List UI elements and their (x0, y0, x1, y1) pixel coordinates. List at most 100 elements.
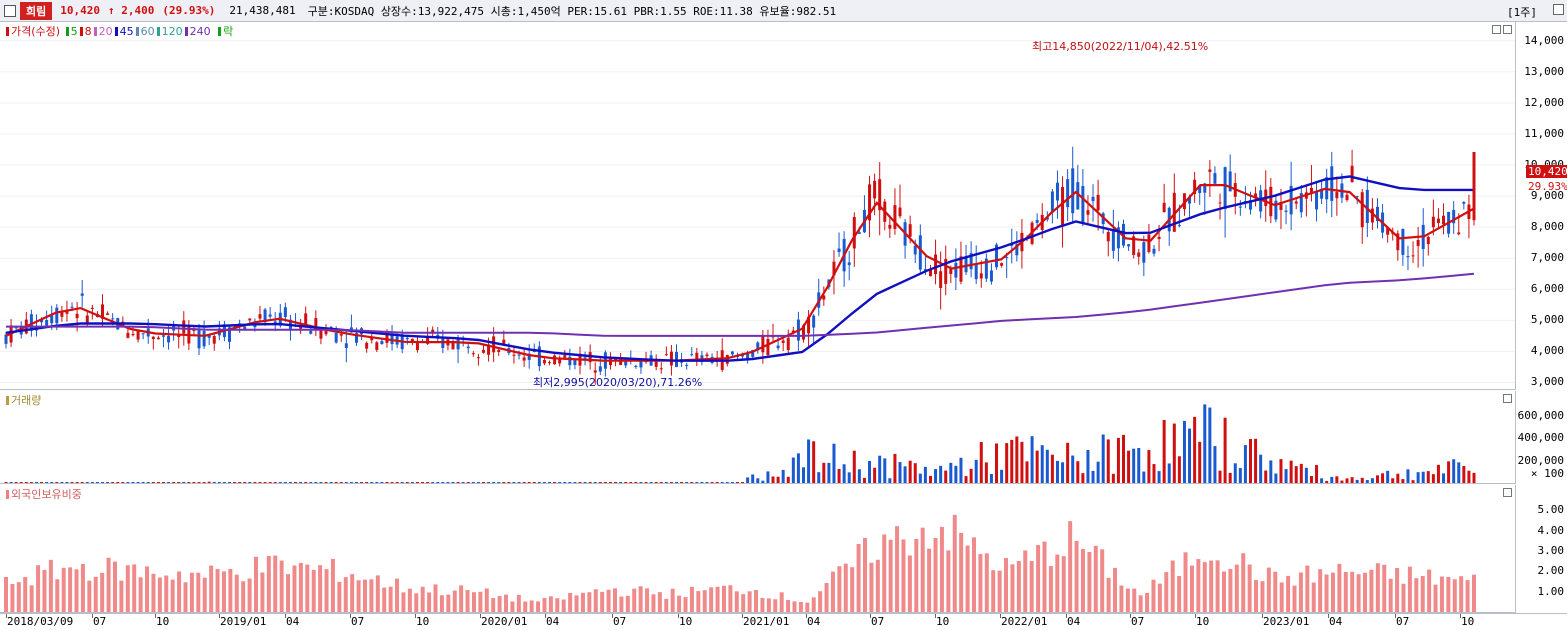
candle-body (431, 329, 435, 334)
candle-body (1330, 166, 1334, 201)
volume-bar (1309, 476, 1313, 483)
x-tick (1066, 614, 1067, 618)
volume-bar (603, 482, 607, 483)
foreign-bar (1087, 551, 1092, 612)
legend-ma-5: 5 (70, 25, 78, 38)
foreign-bar (786, 600, 791, 612)
candle-body (761, 335, 765, 353)
foreign-bar (875, 559, 880, 612)
x-tick-label: 04 (1067, 615, 1081, 628)
volume-bar (1406, 469, 1410, 483)
volume-bar (1320, 478, 1324, 483)
volume-bar (512, 482, 516, 483)
candle-body (852, 217, 856, 249)
x-tick (92, 614, 93, 618)
foreign-bar (1221, 571, 1226, 612)
candle-body (1137, 252, 1141, 257)
foreign-bar (1395, 567, 1400, 612)
foreign-bar (1305, 565, 1310, 612)
x-tick (155, 614, 156, 618)
legend-ma-20: 20 (98, 25, 113, 38)
volume-bar (771, 476, 775, 483)
volume-bar (492, 482, 496, 483)
candle-body (283, 307, 287, 318)
candle-body (1472, 200, 1476, 221)
volume-bar (268, 482, 272, 483)
legend-ma-marker (79, 27, 83, 36)
volume-bar (502, 482, 506, 483)
candle-body (1401, 228, 1405, 255)
volume-bar (573, 482, 577, 483)
candle-body (548, 362, 552, 364)
candle-body (1071, 168, 1075, 214)
volume-bar (801, 467, 805, 483)
candle-body (253, 325, 257, 328)
foreign-bar (414, 593, 419, 612)
candle-body (1299, 193, 1303, 213)
candle-body (1309, 187, 1313, 193)
candle-body (1005, 257, 1009, 259)
minimize-pane-icon[interactable] (1492, 25, 1501, 34)
low-annotation: 최저2,995(2020/03/20),71.26% (533, 376, 703, 389)
x-tick-label: 2022/01 (1001, 615, 1048, 628)
volume-bar (390, 482, 394, 483)
candle-body (1238, 206, 1242, 208)
x-tick (1262, 614, 1263, 618)
candle-body (1122, 223, 1126, 246)
foreign-bar (1254, 580, 1259, 612)
high-annotation: 최고14,850(2022/11/04),42.51% (1032, 40, 1209, 53)
volume-bar (675, 482, 679, 483)
volume-bar (1411, 480, 1415, 483)
foreign-bar (895, 526, 900, 612)
volume-bar (644, 482, 648, 483)
candle-body (1116, 227, 1120, 249)
candle-body (786, 337, 790, 351)
volume-bar (822, 462, 826, 483)
volume-bar (1335, 476, 1339, 483)
candle-body (1188, 197, 1192, 204)
ma-line-240 (6, 272, 1475, 337)
foreign-bar (93, 576, 98, 612)
candle-body (339, 333, 343, 336)
volume-bar (146, 482, 150, 483)
foreign-bar (311, 569, 316, 612)
foreign-bar (1119, 585, 1124, 612)
x-tick (285, 614, 286, 618)
foreign-bar (1215, 560, 1220, 612)
x-tick-label: 07 (1131, 615, 1145, 628)
candle-body (182, 320, 186, 334)
foreign-bar (1048, 566, 1053, 612)
foreign-bar (1234, 564, 1239, 612)
volume-bar (1101, 434, 1105, 483)
foreign-bar (1427, 569, 1432, 612)
foreign-bar (10, 583, 15, 612)
volume-bar (619, 482, 623, 483)
stock-name[interactable]: 희림 (20, 1, 53, 20)
foreign-bar (1080, 548, 1085, 612)
legend-volume-marker (6, 396, 9, 405)
candle-body (55, 307, 59, 324)
foreign-bar (286, 574, 291, 612)
candle-body (156, 337, 160, 340)
candle-body (334, 332, 338, 343)
volume-bar (1238, 468, 1242, 483)
volume-tick-label: 400,000 (1517, 431, 1564, 445)
foreign-bar (74, 569, 79, 612)
volume-bar (878, 455, 882, 483)
price-tick-label: 11,000 (1524, 126, 1564, 140)
select-checkbox[interactable] (4, 4, 16, 17)
candle-body (1208, 169, 1212, 172)
foreign-bar (734, 591, 739, 612)
close-icon[interactable] (1553, 4, 1564, 15)
foreign-bar (273, 555, 278, 612)
volume-bar (796, 453, 800, 483)
volume-bar (548, 482, 552, 483)
period-selector[interactable]: [1주] (1507, 6, 1537, 19)
maximize-pane-icon[interactable] (1503, 25, 1512, 34)
legend-ma-marker (135, 27, 139, 36)
maximize-pane-icon[interactable] (1503, 394, 1512, 403)
foreign-bar (266, 555, 271, 612)
candle-body (1436, 218, 1440, 223)
maximize-pane-icon[interactable] (1503, 488, 1512, 497)
foreign-bar (1439, 576, 1444, 612)
